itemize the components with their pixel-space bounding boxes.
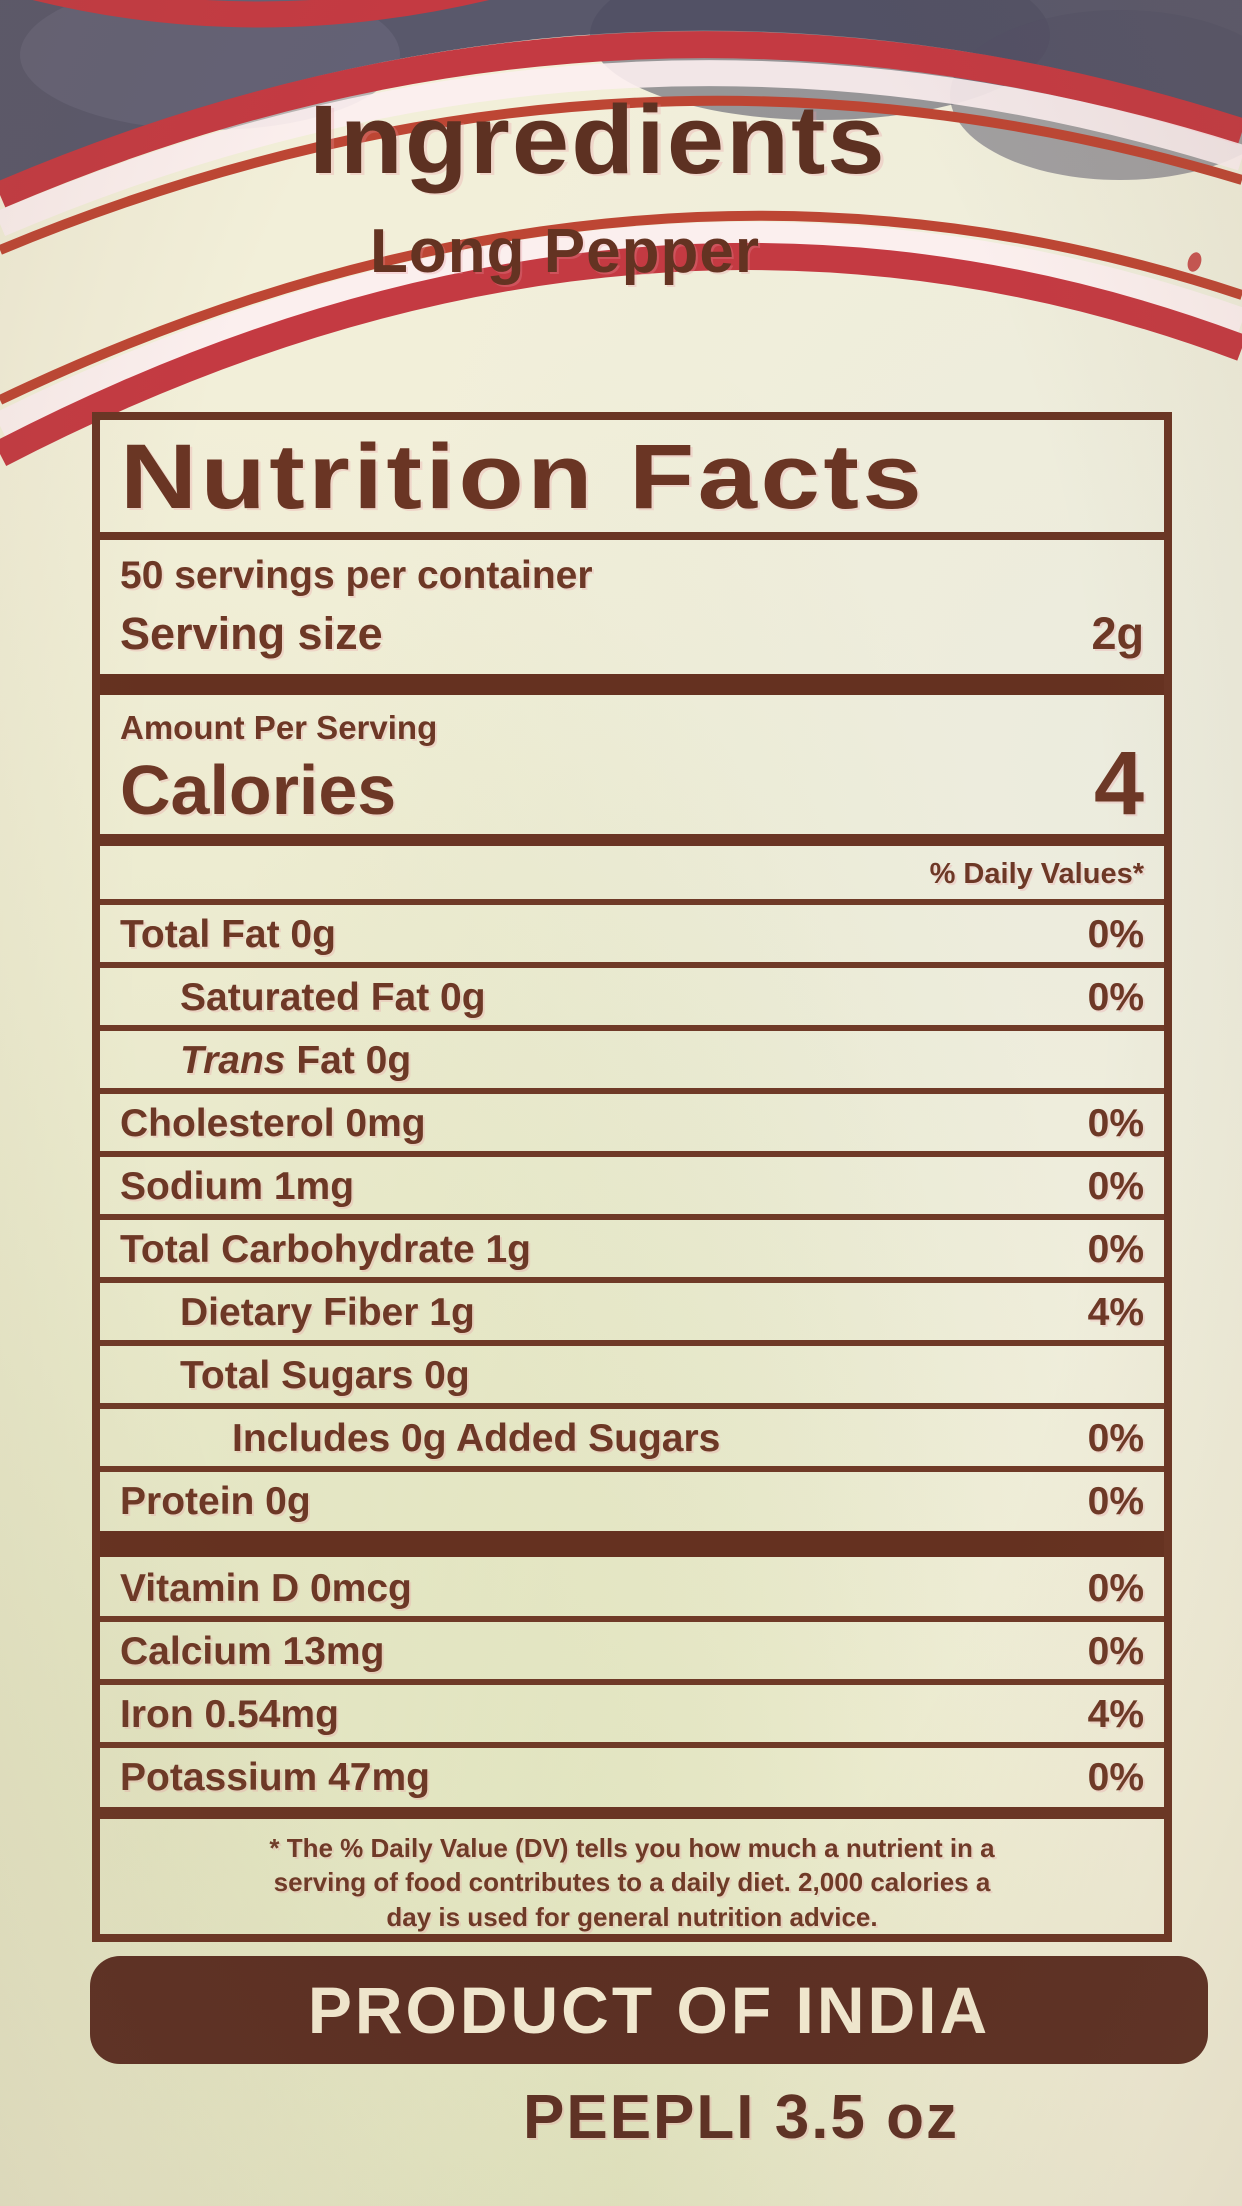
nutrient-daily-value: 0% <box>1087 1755 1144 1799</box>
daily-value-header: % Daily Values* <box>929 857 1144 890</box>
nutrient-row: Vitamin D 0mcg 0% <box>100 1559 1164 1616</box>
servings-per-container: 50 servings per container <box>120 553 593 597</box>
nutrient-daily-value: 0% <box>1087 1101 1144 1145</box>
nutrient-name: Total Sugars 0g <box>180 1353 470 1397</box>
divider <box>100 531 1164 540</box>
daily-value-footnote: * The % Daily Value (DV) tells you how m… <box>120 1821 1144 1934</box>
nutrient-name: Saturated Fat 0g <box>180 975 486 1019</box>
nutrient-row: Iron 0.54mg 4% <box>100 1678 1164 1742</box>
nutrient-row: Total Sugars 0g <box>100 1339 1164 1403</box>
nutrient-name: Sodium 1mg <box>120 1164 355 1208</box>
nutrient-daily-value: 0% <box>1087 1227 1144 1271</box>
calories-row: Calories 4 <box>120 739 1144 832</box>
red-arc-inner-line <box>0 95 1242 255</box>
nutrient-row: Dietary Fiber 1g 4% <box>100 1276 1164 1340</box>
amount-per-serving-label: Amount Per Serving <box>120 708 438 746</box>
nutrient-name: Total Fat 0g <box>120 912 336 956</box>
nutrient-name: Protein 0g <box>120 1479 311 1523</box>
serving-size-label: Serving size <box>120 607 383 659</box>
nutrient-name: Vitamin D 0mcg <box>120 1566 412 1610</box>
nutrition-facts-title: Nutrition Facts <box>120 426 926 528</box>
nutrient-row: Trans Fat 0g <box>100 1024 1164 1088</box>
label-top-art <box>0 0 1242 466</box>
medium-divider <box>100 833 1164 846</box>
nutrient-rows: Total Fat 0g 0% Saturated Fat 0g 0% Trans Fa… <box>100 898 1164 1805</box>
nutrition-facts-panel: Nutrition Facts 50 servings per containe… <box>92 412 1172 1942</box>
nutrient-row: Includes 0g Added Sugars 0% <box>100 1402 1164 1466</box>
nutrient-daily-value: 0% <box>1087 1164 1144 1208</box>
serving-size-value: 2g <box>1091 607 1144 659</box>
nutrient-daily-value: 0% <box>1087 1479 1144 1523</box>
footnote-line: serving of food contributes to a daily d… <box>273 1867 991 1898</box>
nutrient-daily-value: 4% <box>1087 1290 1144 1334</box>
nutrient-daily-value: 0% <box>1087 1629 1144 1673</box>
product-name: Long Pepper <box>370 217 760 286</box>
nutrient-name: Cholesterol 0mg <box>120 1101 426 1145</box>
medium-divider <box>100 1806 1164 1820</box>
nutrient-row: Saturated Fat 0g 0% <box>100 961 1164 1025</box>
red-arc-lower-line <box>0 210 1242 405</box>
nutrient-row: Sodium 1mg 0% <box>100 1150 1164 1214</box>
thick-divider <box>100 673 1164 695</box>
nutrient-row: Potassium 47mg 0% <box>100 1741 1164 1805</box>
ingredients-heading: Ingredients <box>309 85 887 194</box>
nutrient-name: Trans Fat 0g <box>180 1038 412 1082</box>
nutrient-row: Total Fat 0g 0% <box>100 898 1164 962</box>
nutrient-name: Calcium 13mg <box>120 1629 385 1673</box>
red-arc-top-sliver <box>32 0 489 28</box>
calories-value: 4 <box>1093 733 1144 834</box>
footnote-line: day is used for general nutrition advice… <box>386 1901 878 1932</box>
nutrient-name: Iron 0.54mg <box>120 1692 339 1736</box>
red-arc-lower-band <box>0 242 1242 466</box>
nutrient-name: Potassium 47mg <box>120 1755 430 1799</box>
nutrient-daily-value: 0% <box>1087 912 1144 956</box>
nutrient-row: Cholesterol 0mg 0% <box>100 1087 1164 1151</box>
nutrient-name: Total Carbohydrate 1g <box>120 1227 532 1271</box>
net-weight: PEEPLI 3.5 oz <box>522 2083 960 2152</box>
nutrient-name: Includes 0g Added Sugars <box>232 1416 721 1460</box>
calories-label: Calories <box>120 750 397 829</box>
nutrient-daily-value: 4% <box>1087 1692 1144 1736</box>
serving-size-row: Serving size 2g <box>120 600 1144 672</box>
nutrient-daily-value: 0% <box>1087 1566 1144 1610</box>
nutrient-row: Total Carbohydrate 1g 0% <box>100 1213 1164 1277</box>
red-arc-outer-band <box>0 31 1242 208</box>
footnote-line: * The % Daily Value (DV) tells you how m… <box>269 1833 995 1864</box>
thick-divider <box>100 1530 1164 1557</box>
nutrient-row: Protein 0g 0% <box>100 1465 1164 1529</box>
origin-banner: PRODUCT OF INDIA <box>90 1956 1208 2064</box>
nutrient-name: Dietary Fiber 1g <box>180 1290 475 1334</box>
nutrient-row: Calcium 13mg 0% <box>100 1615 1164 1679</box>
nutrient-daily-value: 0% <box>1087 975 1144 1019</box>
nutrient-daily-value: 0% <box>1087 1416 1144 1460</box>
